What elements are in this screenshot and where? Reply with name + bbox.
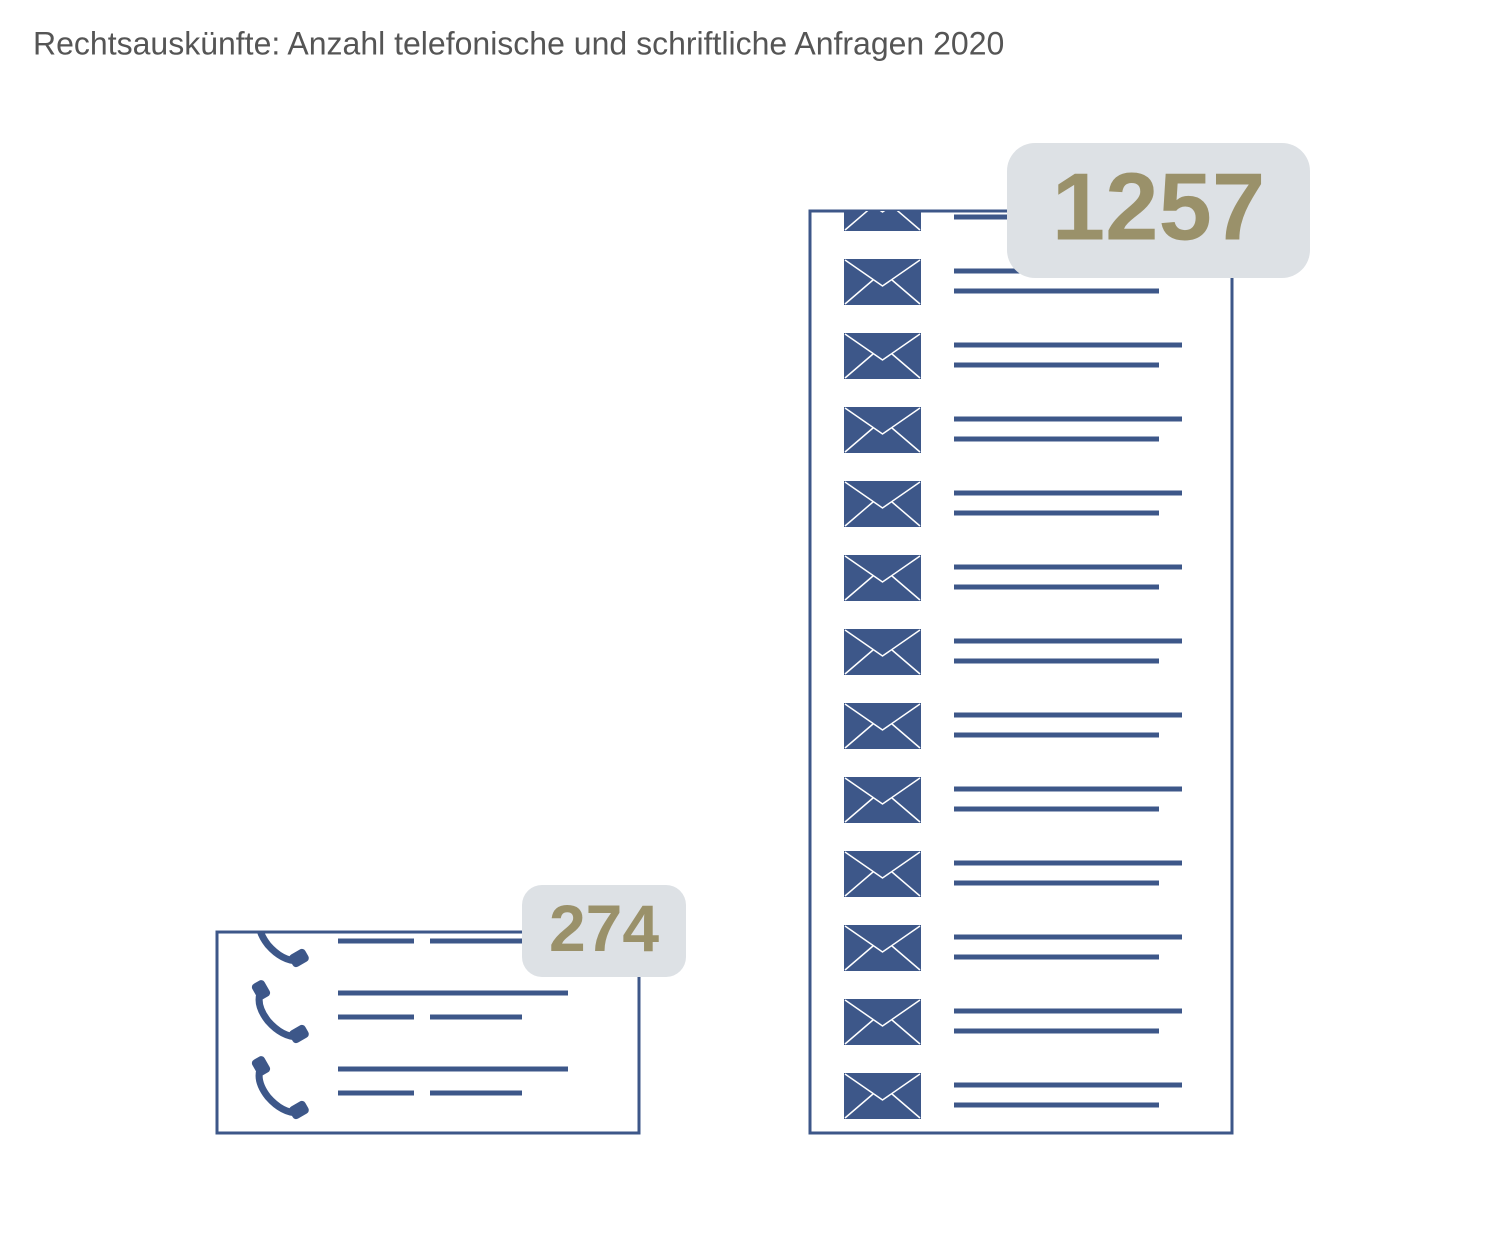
value-badge: [522, 885, 686, 978]
bar-pictogram: [250, 903, 568, 1121]
envelope-icon: [843, 480, 922, 528]
envelope-icon: [843, 554, 922, 602]
envelope-icon: [843, 406, 922, 454]
envelope-icon: [843, 211, 922, 232]
envelope-icon: [843, 776, 922, 824]
envelope-icon: [843, 998, 922, 1046]
value-label: 1257: [1052, 154, 1266, 261]
envelope-icon: [843, 332, 922, 380]
envelope-icon: [843, 628, 922, 676]
value-badge: [1007, 143, 1310, 278]
envelope-icon: [843, 924, 922, 972]
envelope-icon: [843, 702, 922, 750]
envelope-icon: [843, 1072, 922, 1120]
envelope-icon: [843, 850, 922, 898]
chart-title: Rechtsauskünfte: Anzahl telefonische und…: [33, 25, 1004, 61]
envelope-icon: [843, 258, 922, 306]
value-label: 274: [549, 891, 659, 965]
